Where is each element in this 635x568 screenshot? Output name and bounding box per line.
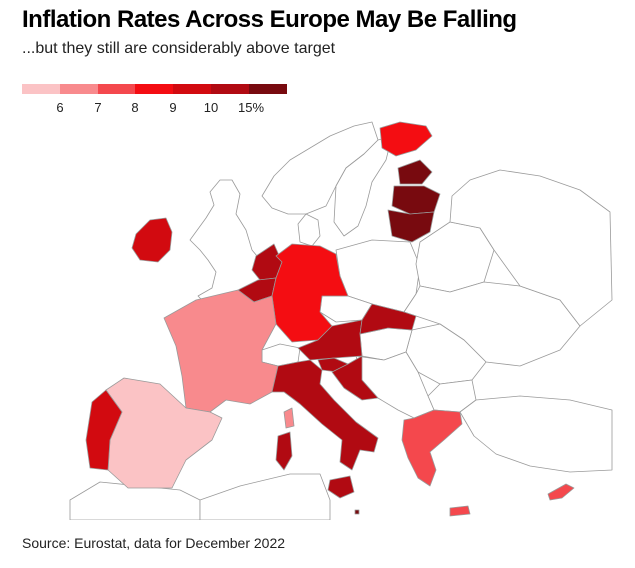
legend-tick-3: 8: [131, 100, 139, 115]
legend-swatch-4: [135, 84, 174, 94]
country-portugal: [85, 389, 123, 471]
legend-tick-2: 7: [94, 100, 102, 115]
chart-title: Inflation Rates Across Europe May Be Fal…: [22, 6, 517, 33]
legend-tick-1: 6: [56, 100, 64, 115]
legend-swatch-1: [22, 84, 60, 94]
source-note: Source: Eurostat, data for December 2022: [22, 535, 286, 551]
legend-swatch-5: [173, 84, 211, 94]
country-lithuania: [387, 209, 435, 243]
country-malta: [354, 509, 360, 515]
country-sardinia: [275, 431, 293, 471]
country-russia: [449, 169, 613, 327]
country-italy: [271, 359, 379, 471]
legend-swatch-7: [248, 84, 287, 94]
legend-swatches: [22, 84, 287, 94]
country-crete: [449, 505, 471, 517]
country-turkey: [459, 395, 613, 473]
country-corsica: [283, 407, 295, 429]
chart-subtitle: ...but they still are considerably above…: [22, 40, 336, 57]
country-sweden: [333, 135, 393, 237]
country-germany: [271, 243, 349, 343]
country-finland: [379, 121, 433, 157]
legend-swatch-2: [59, 84, 98, 94]
country-algeria-tunisia: [199, 473, 331, 520]
country-morocco: [69, 481, 201, 520]
color-legend: 6 7 8 9 10 15%: [22, 84, 292, 124]
country-latvia: [391, 185, 441, 215]
country-cyprus: [547, 483, 575, 501]
country-croatia: [331, 355, 379, 401]
legend-tick-6: 15%: [237, 100, 265, 115]
country-ireland: [131, 217, 173, 263]
country-slovakia: [359, 303, 417, 335]
country-greece: [401, 409, 463, 487]
legend-tick-5: 10: [203, 100, 219, 115]
country-france: [163, 289, 279, 413]
legend-swatch-3: [97, 84, 136, 94]
legend-swatch-6: [210, 84, 249, 94]
country-sicily: [327, 475, 355, 499]
europe-map: [69, 121, 613, 520]
country-estonia: [397, 159, 433, 185]
legend-tick-4: 9: [169, 100, 177, 115]
country-denmark: [297, 213, 321, 247]
